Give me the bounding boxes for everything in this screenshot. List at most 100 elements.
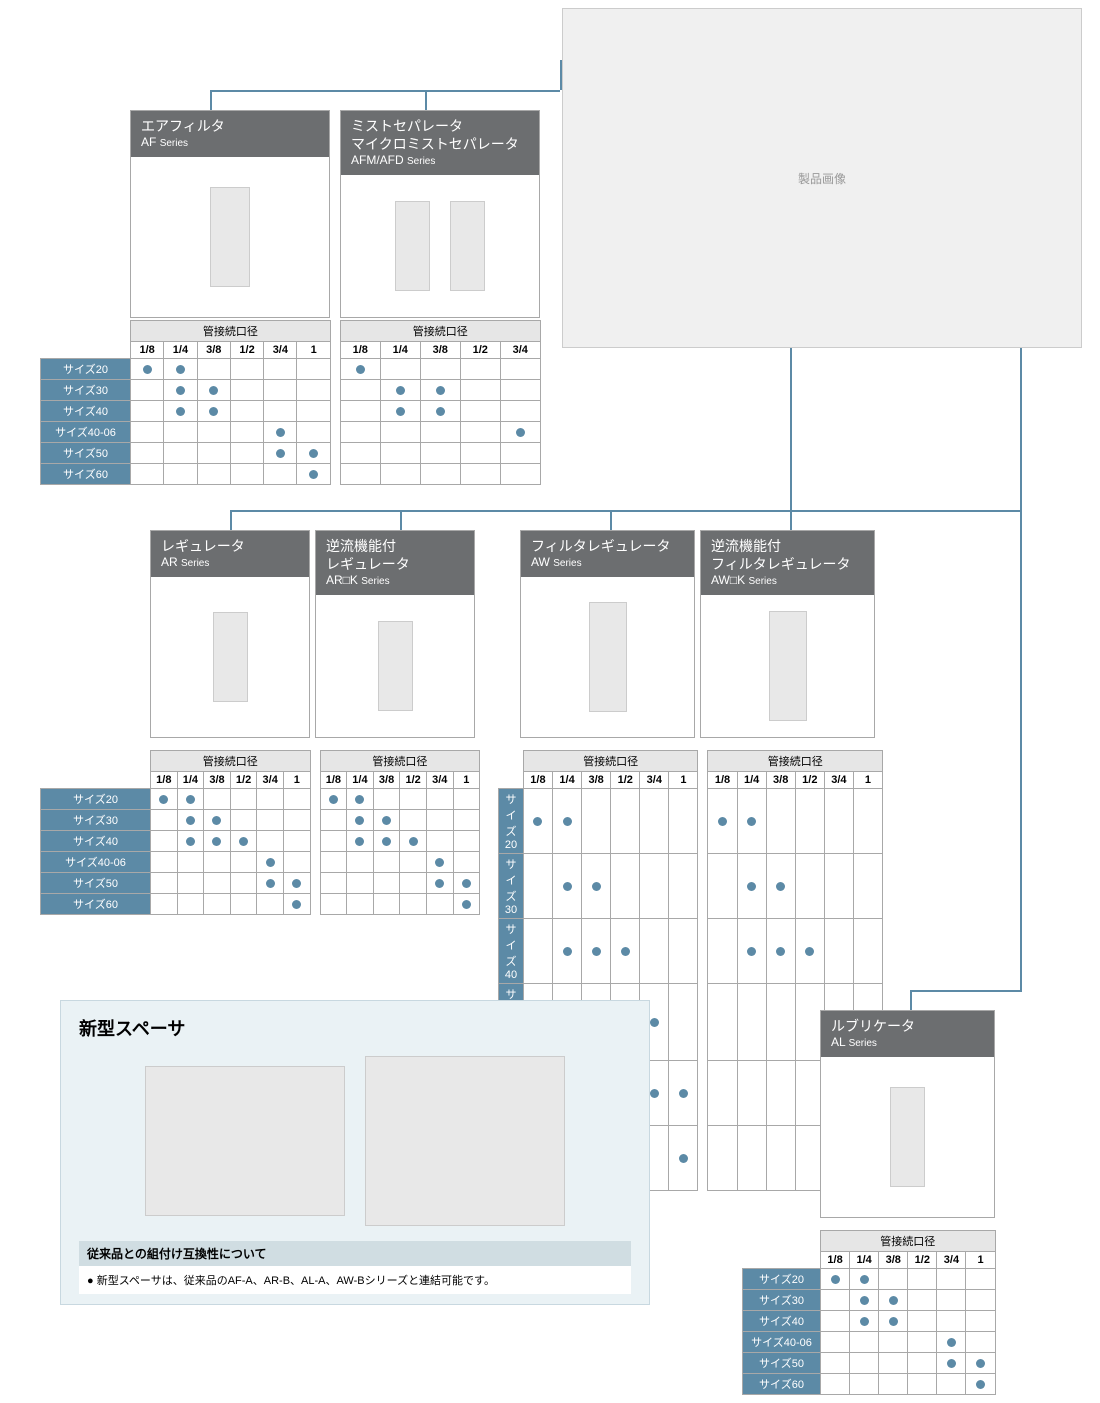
matrix-cell [420, 422, 460, 443]
dot-icon [860, 1317, 869, 1326]
size-row-label: サイズ30 [41, 380, 131, 401]
af-title-jp: エアフィルタ [141, 117, 319, 135]
afm-title-jp1: ミストセパレータ [351, 117, 529, 135]
spacer-title: 新型スペーサ [79, 1015, 631, 1041]
table-ar-ark-wrap: 管接続口径管接続口径1/81/43/81/23/411/81/43/81/23/… [40, 750, 480, 915]
dot-icon [805, 947, 814, 956]
matrix-cell [766, 789, 795, 854]
card-al: ルブリケータ AL Series [820, 1010, 995, 1218]
matrix-cell [737, 919, 766, 984]
matrix-cell [908, 1311, 937, 1332]
ar-title-en: AR [161, 555, 178, 569]
matrix-cell [373, 852, 400, 873]
card-ar-header: レギュレータ AR Series [151, 531, 309, 577]
port-col: 3/4 [426, 772, 453, 789]
al-title-en: AL [831, 1035, 845, 1049]
matrix-cell [151, 789, 178, 810]
matrix-cell [283, 789, 310, 810]
ar-suffix: Series [181, 558, 209, 569]
matrix-cell [297, 422, 330, 443]
awk-title-jp2: フィルタレギュレータ [711, 555, 864, 573]
port-col: 1/4 [850, 1252, 879, 1269]
matrix-cell [230, 443, 263, 464]
matrix-cell [230, 380, 263, 401]
dot-icon [889, 1317, 898, 1326]
matrix-cell [523, 919, 552, 984]
port-col: 1/2 [908, 1252, 937, 1269]
dot-icon [409, 837, 418, 846]
dot-icon [266, 858, 275, 867]
port-col: 1/2 [460, 342, 500, 359]
port-label: 管接続口径 [821, 1231, 996, 1252]
dot-icon [329, 795, 338, 804]
matrix-cell [264, 443, 297, 464]
matrix-cell [611, 919, 640, 984]
matrix-cell [500, 401, 540, 422]
matrix-cell [347, 831, 374, 852]
matrix-cell [230, 852, 257, 873]
port-label: 管接続口径 [708, 751, 883, 772]
af-title-en: AF [141, 135, 156, 149]
matrix-cell [937, 1269, 966, 1290]
size-row-label: サイズ20 [41, 359, 131, 380]
matrix-cell [500, 422, 540, 443]
port-col: 1/4 [737, 772, 766, 789]
matrix-cell [908, 1332, 937, 1353]
matrix-cell [460, 359, 500, 380]
matrix-cell [400, 831, 427, 852]
dot-icon [516, 428, 525, 437]
port-col: 1 [966, 1252, 995, 1269]
matrix-cell [966, 1374, 995, 1395]
matrix-cell [708, 854, 737, 919]
matrix-cell [204, 831, 231, 852]
matrix-cell [500, 464, 540, 485]
matrix-cell [966, 1332, 995, 1353]
matrix-cell [400, 789, 427, 810]
dot-icon [621, 947, 630, 956]
dot-icon [776, 882, 785, 891]
port-col: 1 [853, 772, 882, 789]
matrix-cell [879, 1353, 908, 1374]
dot-icon [276, 449, 285, 458]
port-col: 1/4 [164, 342, 197, 359]
port-label: 管接続口径 [131, 321, 331, 342]
matrix-cell [737, 1061, 766, 1126]
matrix-cell [708, 1126, 737, 1191]
matrix-cell [853, 789, 882, 854]
size-row-label: サイズ40 [743, 1311, 821, 1332]
matrix-cell [737, 1126, 766, 1191]
size-row-label: サイズ40-06 [41, 422, 131, 443]
matrix-cell [453, 789, 480, 810]
matrix-cell [230, 810, 257, 831]
aw-suffix: Series [553, 558, 581, 569]
matrix-cell [347, 873, 374, 894]
matrix-cell [283, 894, 310, 915]
matrix-cell [737, 789, 766, 854]
matrix-cell [164, 380, 197, 401]
size-row-label: サイズ60 [41, 894, 151, 915]
matrix-cell [708, 1061, 737, 1126]
matrix-cell [640, 854, 669, 919]
matrix-cell [204, 873, 231, 894]
matrix-cell [553, 919, 582, 984]
matrix-cell [737, 984, 766, 1061]
size-row-label: サイズ40-06 [743, 1332, 821, 1353]
matrix-cell [824, 854, 853, 919]
matrix-cell [297, 380, 330, 401]
matrix-cell [297, 401, 330, 422]
awk-suffix: Series [748, 576, 776, 587]
matrix-cell [795, 919, 824, 984]
spacer-images [79, 1051, 631, 1231]
matrix-cell [420, 443, 460, 464]
ark-image-area [316, 595, 474, 737]
matrix-cell [151, 810, 178, 831]
matrix-cell [937, 1353, 966, 1374]
matrix-cell [204, 810, 231, 831]
matrix-cell [283, 873, 310, 894]
port-col: 3/8 [766, 772, 795, 789]
size-row-label: サイズ30 [499, 854, 524, 919]
dot-icon [176, 386, 185, 395]
port-col: 3/8 [197, 342, 230, 359]
matrix-cell [151, 894, 178, 915]
matrix-cell [177, 810, 204, 831]
